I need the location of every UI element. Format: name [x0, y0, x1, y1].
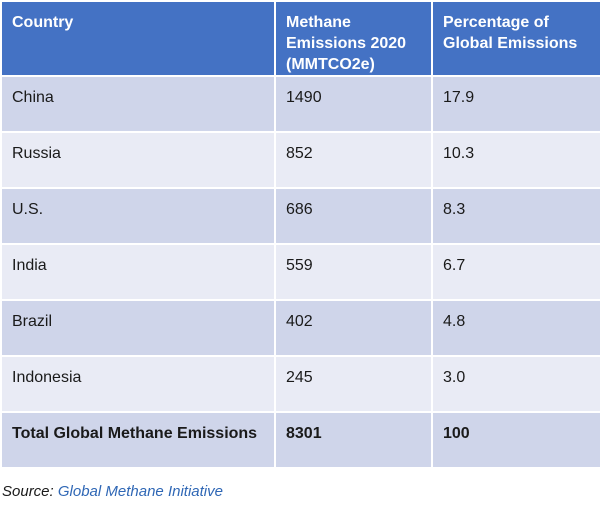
cell-country: Indonesia: [0, 355, 276, 413]
cell-percentage: 8.3: [431, 187, 601, 245]
cell-percentage: 4.8: [431, 299, 601, 357]
header-row: Country Methane Emissions 2020 (MMTCO2e)…: [0, 0, 601, 77]
cell-country: India: [0, 243, 276, 301]
column-header-methane-emissions: Methane Emissions 2020 (MMTCO2e): [274, 0, 433, 77]
cell-emissions: 1490: [274, 75, 433, 133]
cell-emissions: 852: [274, 131, 433, 189]
header-line: (MMTCO2e): [286, 56, 375, 73]
methane-emissions-table: Country Methane Emissions 2020 (MMTCO2e)…: [0, 0, 601, 469]
header-line: Country: [12, 14, 74, 31]
cell-emissions: 402: [274, 299, 433, 357]
cell-country: Brazil: [0, 299, 276, 357]
cell-emissions: 245: [274, 355, 433, 413]
table-row: Indonesia 245 3.0: [0, 355, 601, 413]
header-line: Percentage of: [443, 14, 549, 31]
table-header: Country Methane Emissions 2020 (MMTCO2e)…: [0, 0, 601, 77]
cell-total-percentage: 100: [431, 411, 601, 469]
total-row: Total Global Methane Emissions 8301 100: [0, 411, 601, 469]
cell-percentage: 6.7: [431, 243, 601, 301]
cell-country: Russia: [0, 131, 276, 189]
cell-percentage: 17.9: [431, 75, 601, 133]
cell-emissions: 686: [274, 187, 433, 245]
cell-country: U.S.: [0, 187, 276, 245]
cell-emissions: 559: [274, 243, 433, 301]
source-prefix: Source:: [2, 483, 58, 500]
table-row: U.S. 686 8.3: [0, 187, 601, 245]
cell-total-label: Total Global Methane Emissions: [0, 411, 276, 469]
source-link[interactable]: Global Methane Initiative: [57, 483, 223, 500]
header-line: Emissions 2020: [286, 35, 407, 52]
header-line: Methane: [286, 14, 351, 31]
column-header-country: Country: [0, 0, 276, 77]
cell-total-emissions: 8301: [274, 411, 433, 469]
header-line: Global Emissions: [443, 35, 578, 52]
table-row: India 559 6.7: [0, 243, 601, 301]
cell-percentage: 10.3: [431, 131, 601, 189]
table-row: China 1490 17.9: [0, 75, 601, 133]
cell-country: China: [0, 75, 276, 133]
table-body: China 1490 17.9 Russia 852 10.3 U.S. 686…: [0, 75, 601, 469]
table-row: Russia 852 10.3: [0, 131, 601, 189]
table-row: Brazil 402 4.8: [0, 299, 601, 357]
cell-percentage: 3.0: [431, 355, 601, 413]
source-note: Source: Global Methane Initiative: [2, 483, 223, 500]
column-header-percentage: Percentage of Global Emissions: [431, 0, 601, 77]
